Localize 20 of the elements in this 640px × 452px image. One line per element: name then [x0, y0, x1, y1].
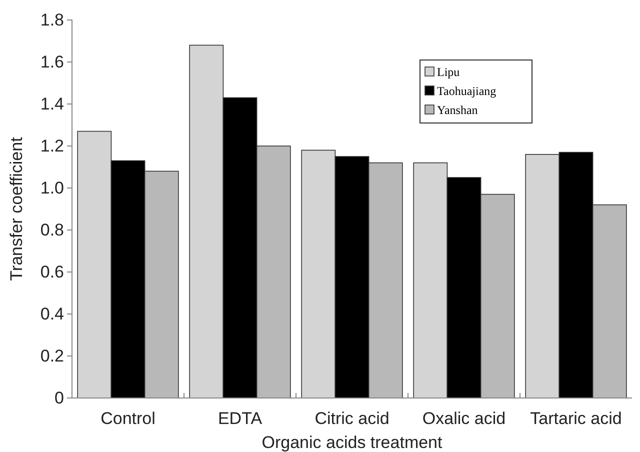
y-axis-title: Transfer coefficient — [7, 136, 26, 281]
y-tick-label: 0.2 — [40, 346, 64, 366]
legend-label: Lipu — [437, 65, 460, 79]
x-tick-label: Control — [100, 409, 156, 428]
y-tick-label: 0.8 — [40, 220, 64, 240]
y-tick-label: 0 — [54, 388, 64, 408]
x-tick-label: EDTA — [218, 409, 263, 428]
y-tick-label: 1.0 — [40, 178, 64, 198]
y-tick-label: 1.2 — [40, 136, 64, 156]
y-tick-label: 1.8 — [40, 10, 64, 30]
x-tick-label: Tartaric acid — [530, 409, 622, 428]
y-tick-label: 0.6 — [40, 262, 64, 282]
legend-label: Yanshan — [437, 103, 478, 117]
legend-label: Taohuajiang — [437, 84, 496, 98]
y-tick-label: 1.6 — [40, 52, 64, 72]
x-tick-label: Citric acid — [314, 409, 390, 428]
x-axis-title: Organic acids treatment — [262, 433, 443, 452]
y-tick-label: 1.4 — [40, 94, 64, 114]
x-tick-label: Oxalic acid — [422, 409, 506, 428]
y-tick-label: 0.4 — [40, 304, 64, 324]
